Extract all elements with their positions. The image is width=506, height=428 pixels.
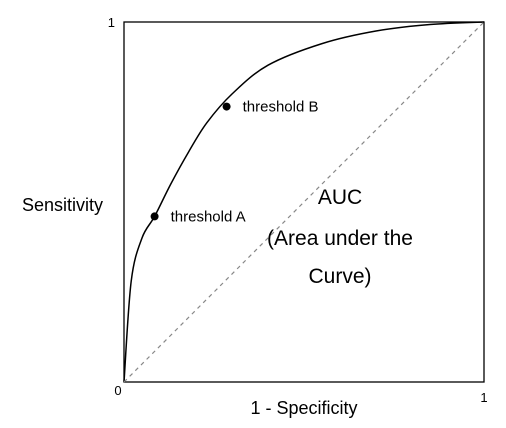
- random-classifier-diagonal: [123, 21, 485, 383]
- points-layer: threshold A threshold B: [150, 99, 319, 225]
- threshold-label-1: threshold B: [243, 99, 319, 116]
- threshold-point-1: [222, 102, 231, 111]
- y-tick-max: 1: [108, 15, 115, 30]
- auc-annotation-line-1: AUC: [318, 186, 362, 209]
- plot-frame: [123, 21, 485, 383]
- auc-annotation-line-3: Curve): [308, 265, 371, 288]
- y-axis-label: Sensitivity: [22, 195, 103, 215]
- threshold-label-0: threshold A: [171, 208, 246, 225]
- series-layer: [123, 21, 485, 383]
- x-tick-min: 0: [114, 383, 121, 398]
- threshold-point-0: [150, 212, 159, 221]
- auc-annotation-line-2: (Area under the: [267, 227, 413, 250]
- x-tick-max: 1: [480, 390, 487, 405]
- x-axis-label: 1 - Specificity: [250, 398, 357, 418]
- roc-curve: [123, 21, 485, 383]
